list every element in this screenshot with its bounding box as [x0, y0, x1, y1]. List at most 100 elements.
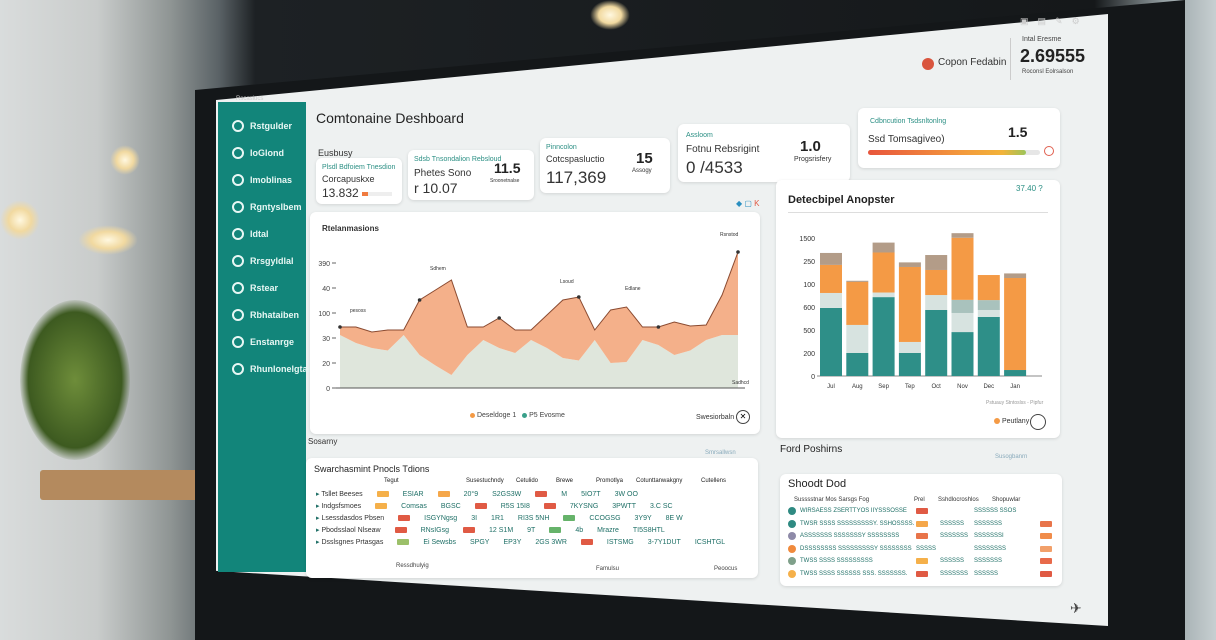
bar-segment	[820, 264, 842, 293]
table-row[interactable]: TWSS SSSS SSSSSSSSS SSSSSS SSSSSSS	[788, 556, 1058, 567]
table-cell: SSSSSSS	[974, 520, 1003, 527]
expand-icon[interactable]: ✕	[736, 410, 750, 424]
column-header[interactable]: Shopuwlar	[992, 497, 1021, 503]
column-header[interactable]: Cutellens	[701, 478, 727, 484]
table-row[interactable]: ▸ Pbodsslaol Nlseaw RNsIGsg 12 S1M 9T 4b Mraz…	[316, 527, 665, 534]
chart-tools[interactable]: ◆ ▢ K	[736, 199, 760, 208]
table-cell: Ei Sewsbs	[423, 539, 457, 546]
sidebar-item[interactable]: Imoblinas	[232, 174, 292, 186]
table-row[interactable]: ▸ Dsslsgnes Prtasgas Ei Sewsbs SPGY EP3Y 2GS…	[316, 539, 726, 546]
kpi-progress-bar	[868, 150, 1040, 155]
x-tick-label: Tep	[905, 384, 915, 390]
user-avatar[interactable]	[922, 58, 934, 70]
sidebar-item[interactable]: Rstear	[232, 282, 278, 294]
column-header[interactable]: Susestuchndy	[466, 478, 504, 484]
column-header[interactable]: Brewe	[556, 478, 574, 484]
axis-end-label: Sadhcd	[732, 380, 749, 386]
table-cell: ICSHTGL	[694, 539, 726, 546]
bar-segment	[1004, 278, 1027, 371]
column-header[interactable]: Cotunttanwakgny	[636, 478, 683, 484]
kpi-value: 0 /4533	[686, 158, 743, 177]
legend-item: Deseldoge 1	[476, 412, 517, 419]
kpi-label: Ssd Tomsagiveo)	[868, 134, 945, 145]
bar-segment	[898, 266, 921, 342]
y-tick-label: 100	[803, 282, 815, 289]
y-tick-label: 200	[803, 351, 815, 358]
layout-icon[interactable]: ▤	[1037, 16, 1047, 26]
data-point	[497, 316, 502, 320]
kpi-side-value: 1.5	[1008, 124, 1028, 140]
annotation: Lsoud	[560, 279, 574, 285]
clock-icon[interactable]	[1030, 414, 1046, 430]
page-title: Comtonaine Deshboard	[316, 110, 464, 126]
table-row[interactable]: TWSR SSSS SSSSSSSSSY. SSHOSSSS. SSSSSS SSS…	[788, 519, 1058, 530]
table-row[interactable]: ▸ Lsessdasdos Pbsen ISGYNgsg 3I 1R1 RI3S 5NH…	[316, 515, 683, 522]
column-header[interactable]: Tegut	[384, 478, 399, 484]
kpi-card[interactable]: Pinncolon Cotcspasluctio 117,369 15 Asso…	[540, 138, 670, 193]
table-row[interactable]: ASSSSSSS SSSSSSSY SSSSSSSS SSSSSSS SSSSSSS…	[788, 531, 1058, 542]
table-cell: RI3S 5NH	[517, 515, 550, 522]
alert-icon[interactable]	[1044, 146, 1054, 156]
table-row[interactable]: DSSSSSSSS SSSSSSSSSY SSSSSSSS SSSSS SSSSSS…	[788, 544, 1058, 555]
window-icon[interactable]: ▣	[1020, 16, 1029, 26]
pendant-lamp	[78, 225, 138, 255]
bar-segment	[951, 237, 974, 300]
table-row[interactable]: TWSS SSSS SSSSSS SSS. SSSSSSS. SSSSSSS SSS…	[788, 569, 1058, 580]
bar-segment	[925, 309, 948, 376]
status-chip	[916, 533, 928, 539]
kpi-progress-bar	[362, 192, 392, 196]
table-cell: 3I	[471, 515, 478, 522]
table-row[interactable]: ▸ Tsllet Beeses ESIAR 20°9 S2GS3W M 5IO7T 3W O…	[316, 491, 638, 498]
table-row[interactable]: ▸ Indgsfsmoes Comsas BGSC R5S 15I8 7KYSNG 3PW…	[316, 503, 673, 510]
table-cell: 5IO7T	[581, 491, 601, 498]
column-header[interactable]: Sshdlocroshlos	[938, 497, 979, 503]
table-cell: 3Y9Y	[634, 515, 652, 522]
bar-segment	[820, 292, 842, 308]
status-chip	[916, 508, 928, 514]
table-cell: 9T	[527, 527, 536, 534]
window-controls: ▣ ▤ ✎ ⚙	[1020, 16, 1080, 27]
sidebar-item[interactable]: Idtal	[232, 228, 269, 240]
bag-icon	[232, 363, 244, 375]
y-tick-label: 250	[803, 259, 815, 266]
lock-icon	[232, 120, 244, 132]
table-cell: Pbodsslaol Nlseaw	[321, 527, 381, 534]
bar-segment	[820, 252, 842, 265]
sidebar-item[interactable]: IoGlond	[232, 147, 284, 159]
table-cell: SSSSSSS	[940, 570, 969, 577]
y-tick-label: 30	[322, 336, 330, 343]
sidebar-item[interactable]: Rbhataiben	[232, 309, 299, 321]
sidebar-item[interactable]: Rrsgyldlal	[232, 255, 294, 267]
sidebar-item[interactable]: Enstanrge	[232, 336, 294, 348]
table-cell: Dsslsgnes Prtasgas	[321, 539, 384, 546]
column-header[interactable]: Promotlya	[596, 478, 624, 484]
kpi-card[interactable]: Plsdl Bdfoiem Tnesdion Corcapuskxe 13.83…	[316, 158, 402, 204]
table-row[interactable]: WIRSAESS ZSERTTYOS IIYSSSOSSE SSSSSS SSOS	[788, 506, 1058, 517]
status-chip	[375, 503, 388, 510]
sidebar-item[interactable]: Rgntyslbem	[232, 201, 302, 213]
status-chip	[1040, 558, 1052, 564]
column-header[interactable]: Cetulido	[516, 478, 539, 484]
bar-segment	[898, 262, 921, 267]
table-cell: Indgsfsmoes	[321, 503, 362, 510]
y-tick-label: 100	[318, 311, 330, 318]
kpi-card[interactable]: Assloom Fotnu Rebsrigint 0 /4533 1.0 Pro…	[678, 124, 850, 182]
kpi-card[interactable]: Cdbncution Tsdsnltonlng Ssd Tomsagiveo) …	[858, 108, 1060, 168]
column-header[interactable]: Susssstnar Mos Sarsgs Fog	[794, 497, 870, 503]
user-name[interactable]: Copon Fedabin	[938, 57, 1007, 68]
sidebar-item[interactable]: Rhunlonelgtae	[232, 363, 313, 375]
status-chip	[563, 515, 576, 522]
sidebar-item[interactable]: Rstgulder	[232, 120, 292, 132]
table-cell: 3.C SC	[650, 503, 673, 510]
y-tick-label: 500	[803, 328, 815, 335]
edit-icon[interactable]: ✎	[1055, 16, 1063, 26]
column-header[interactable]: Prel	[914, 497, 925, 503]
kpi-caption: Cdbncution Tsdsnltonlng	[870, 118, 947, 125]
bar-segment	[872, 292, 895, 298]
bar-segment	[1004, 370, 1027, 376]
kpi-label: Cotcspasluctio	[546, 154, 605, 164]
kpi-card[interactable]: Sdsb Tnsondalion Rebsloud Phetes Sono r …	[408, 150, 534, 200]
airplane-icon[interactable]: ✈	[1070, 600, 1082, 616]
settings-icon[interactable]: ⚙	[1071, 16, 1080, 26]
ceiling-light	[110, 145, 140, 175]
